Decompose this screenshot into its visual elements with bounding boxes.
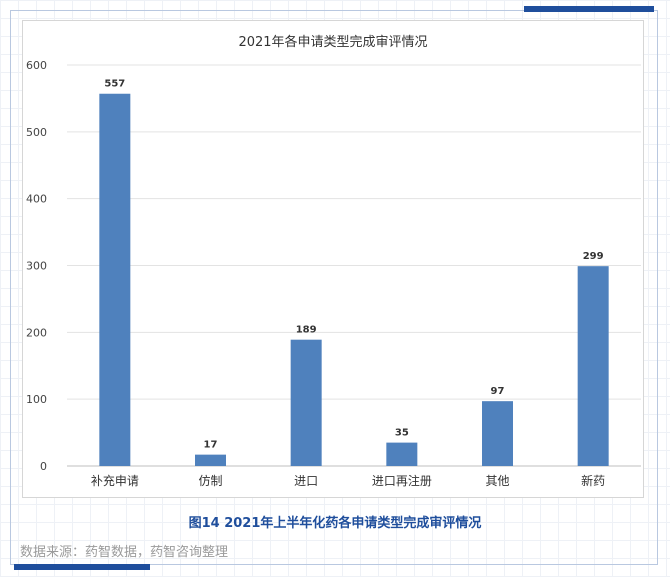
bar [99, 93, 131, 466]
accent-bar-top [524, 6, 654, 12]
gridlines [67, 64, 641, 467]
y-tick-label: 200 [26, 326, 47, 339]
data-label: 97 [491, 386, 505, 397]
bar [290, 339, 322, 466]
x-tick-label: 补充申请 [91, 473, 139, 488]
bar [482, 401, 513, 466]
chart-title: 2021年各申请类型完成审评情况 [238, 34, 427, 50]
x-tick-label: 新药 [581, 473, 605, 488]
bar [386, 442, 418, 466]
y-tick-label: 300 [26, 260, 47, 273]
x-tick-label: 进口 [294, 474, 318, 488]
x-axis-ticks: 补充申请 仿制 进口 进口再注册 其他 新药 [91, 473, 605, 488]
y-tick-label: 500 [26, 126, 47, 139]
bar [195, 454, 226, 466]
y-tick-label: 400 [26, 193, 47, 206]
bar-chart: 2021年各申请类型完成审评情况 0 100 200 300 400 500 600 557… [26, 34, 641, 488]
x-tick-label: 其他 [485, 474, 509, 488]
data-label: 35 [395, 428, 409, 439]
x-tick-label: 进口再注册 [372, 473, 432, 488]
data-label: 299 [583, 251, 604, 262]
accent-bar-bottom [14, 564, 150, 570]
figure-caption: 图14 2021年上半年化药各申请类型完成审评情况 [188, 516, 482, 531]
data-label: 557 [104, 79, 125, 90]
article-frame [10, 10, 658, 565]
y-axis-ticks: 0 100 200 300 400 500 600 [26, 59, 47, 473]
data-labels: 557 17 189 35 97 299 [104, 79, 603, 451]
chart-container: 2021年各申请类型完成审评情况 0 100 200 300 400 500 600 557… [22, 20, 644, 498]
data-label: 17 [204, 440, 218, 451]
y-tick-label: 600 [26, 59, 47, 72]
bars [99, 93, 609, 466]
y-tick-label: 100 [26, 393, 47, 406]
y-tick-label: 0 [40, 460, 47, 473]
bar [577, 266, 609, 466]
x-tick-label: 仿制 [198, 474, 222, 488]
source-note: 数据来源：药智数据，药智咨询整理 [20, 545, 229, 560]
data-label: 189 [296, 325, 317, 336]
